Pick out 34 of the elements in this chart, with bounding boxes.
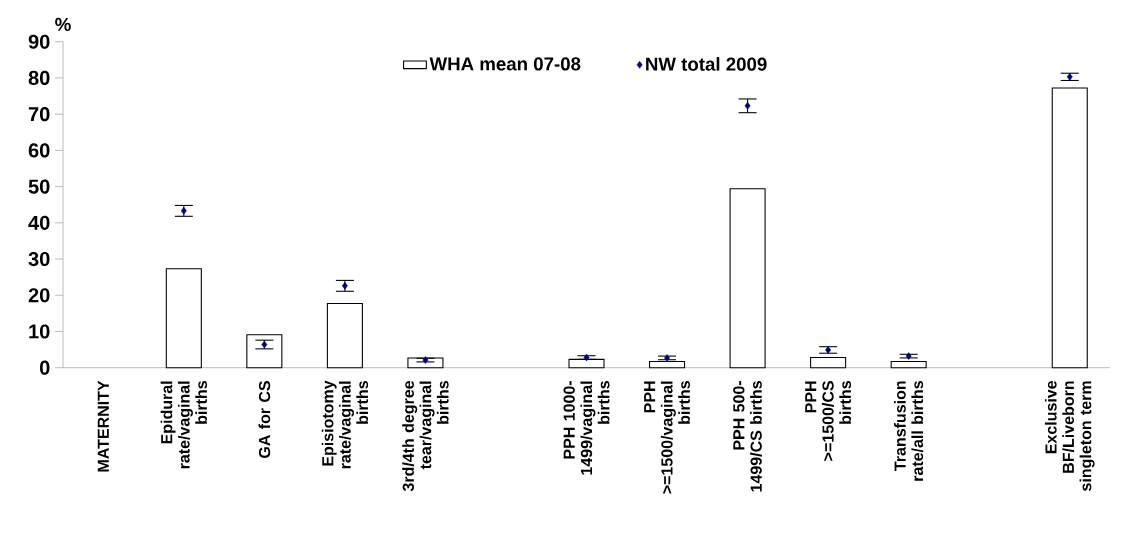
bar xyxy=(890,361,927,369)
x-tick-label: Exclusive BF/Liveborn singleton term xyxy=(1044,380,1095,491)
x-tick-label: PPH >=1500/vaginal births xyxy=(644,381,690,494)
x-tick-label: Transfusion rate/all births xyxy=(894,381,924,481)
y-tick-label: 40 xyxy=(28,215,50,230)
x-tick-label: PPH >=1500/CS births xyxy=(805,381,852,461)
point xyxy=(744,102,751,110)
y-tick-label: 0 xyxy=(39,360,50,375)
y-tick-label: 80 xyxy=(28,70,50,85)
bar xyxy=(729,188,766,369)
y-tick-label: 90 xyxy=(28,34,50,49)
y-axis-title: % xyxy=(55,17,71,31)
bar xyxy=(165,268,202,369)
legend-label: NW total 2009 xyxy=(646,57,767,71)
bar xyxy=(246,334,283,369)
y-tick-label: 30 xyxy=(28,251,50,267)
x-tick-label: 3rd/4th degree tear/vaginal births xyxy=(402,380,449,492)
legend-label: WHA mean 07-08 xyxy=(429,57,581,71)
bar xyxy=(810,357,847,369)
x-tick-label: PPH 1000-1499/vaginal births xyxy=(563,381,610,475)
y-tick-label: 50 xyxy=(28,179,50,194)
x-tick-label: Epidural rate/vaginal births xyxy=(160,381,208,469)
x-tick-label: MATERNITY xyxy=(97,380,109,472)
x-tick-label: Episiotomy rate/vaginal births xyxy=(321,380,369,469)
bar xyxy=(1051,87,1088,369)
bar xyxy=(326,303,363,369)
y-tick-label: 10 xyxy=(29,324,50,339)
y-tick-label: 70 xyxy=(28,107,50,122)
bar xyxy=(649,361,686,369)
y-tick-label: 60 xyxy=(28,143,50,158)
bar xyxy=(568,358,605,369)
y-tick-label: 20 xyxy=(28,288,50,303)
x-tick-label: GA for CS xyxy=(258,381,271,458)
x-tick-label: PPH 500-1499/CS births xyxy=(733,381,762,492)
